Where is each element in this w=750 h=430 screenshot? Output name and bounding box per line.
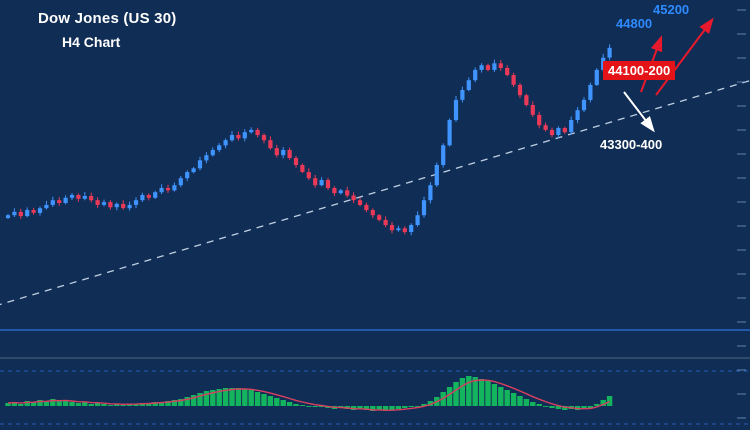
levels-layer	[0, 329, 750, 425]
candles-layer	[5, 44, 612, 236]
resistance-zone-badge: 44100-200	[603, 61, 676, 80]
target-label-44800: 44800	[616, 16, 653, 31]
indicator-layer	[5, 376, 613, 412]
trend-layer	[0, 79, 750, 306]
target-label-45200: 45200	[653, 2, 690, 17]
chart-timeframe-label: H4 Chart	[62, 34, 121, 50]
support-zone-label: 43300-400	[600, 137, 663, 152]
ticks-layer	[737, 9, 746, 419]
chart-title: Dow Jones (US 30)	[38, 10, 177, 27]
